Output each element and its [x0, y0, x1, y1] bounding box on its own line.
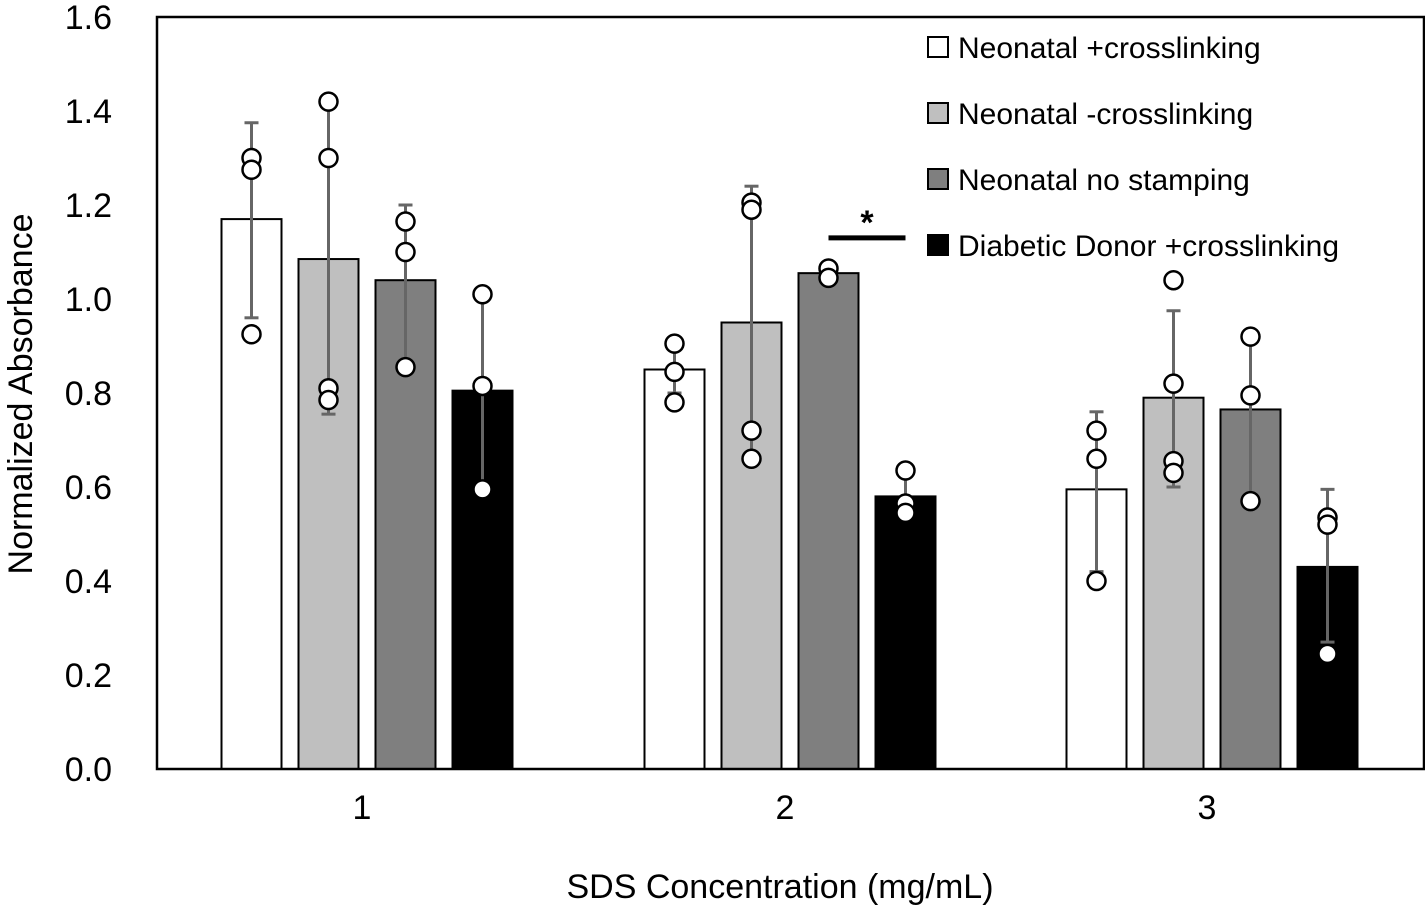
data-point-s0-c2-p1 [1086, 448, 1107, 470]
data-point-s0-c1-p2 [664, 392, 685, 413]
data-point-s2-c2-p2 [1240, 490, 1261, 512]
y-tick-label: 1.6 [65, 0, 112, 37]
data-point-s2-c0-p0 [395, 211, 416, 232]
data-point-s1-c0-p0 [318, 91, 339, 112]
bar-s2-c1 [797, 272, 860, 770]
y-tick-label: 0.2 [65, 657, 112, 695]
x-tick-label: 1 [353, 789, 372, 827]
data-point-s1-c0-p3 [318, 389, 339, 411]
legend-label: Neonatal no stamping [958, 164, 1250, 197]
bar-s3-c1 [874, 495, 937, 770]
plot-frame-layer [155, 15, 1425, 771]
data-point-s3-c2-p2 [1317, 643, 1338, 665]
data-point-s2-c0-p1 [395, 241, 416, 263]
data-point-s2-c1-p1 [818, 267, 839, 289]
y-axis-ticks: 0.0 0.2 0.4 0.6 0.8 1.0 1.2 1.4 1.6 [65, 0, 112, 789]
data-point-s1-c2-p3 [1163, 462, 1184, 484]
bar-s0-c1 [643, 368, 706, 770]
data-point-s3-c1-p2 [895, 502, 916, 524]
y-tick-label: 1.2 [65, 187, 112, 225]
bars-layer [220, 218, 1359, 771]
data-point-s2-c2-p1 [1240, 385, 1261, 406]
data-point-s0-c2-p0 [1086, 420, 1107, 441]
legend-label: Diabetic Donor +crosslinking [958, 230, 1339, 263]
data-point-s1-c1-p2 [741, 420, 762, 441]
y-tick-label: 1.0 [65, 281, 112, 319]
data-point-s1-c2-p1 [1163, 373, 1184, 394]
y-tick-label: 0.4 [65, 563, 112, 601]
x-axis-ticks: 1 2 3 [353, 789, 1217, 827]
bar-s1-c1 [720, 321, 783, 770]
data-point-s1-c1-p1 [741, 199, 762, 220]
legend-swatch [927, 168, 949, 190]
data-point-s0-c0-p1 [241, 159, 262, 180]
legend-swatch [927, 102, 949, 124]
legend-label: Neonatal +crosslinking [958, 32, 1261, 65]
data-point-s0-c1-p1 [664, 361, 685, 383]
y-tick-label: 0.0 [65, 751, 112, 789]
plot-frame [155, 15, 1425, 771]
y-axis-title: Normalized Absorbance [2, 214, 40, 575]
points-layer [241, 91, 1338, 665]
data-point-s2-c0-p2 [395, 356, 416, 378]
data-point-s0-c2-p2 [1086, 570, 1107, 592]
x-tick-label: 2 [776, 789, 795, 827]
annotations-layer: * [828, 204, 906, 242]
legend-label: Neonatal -crosslinking [958, 98, 1253, 131]
x-tick-label: 3 [1198, 789, 1217, 827]
data-point-s3-c0-p1 [472, 375, 493, 397]
y-tick-label: 0.6 [65, 469, 112, 507]
legend: Neonatal +crosslinking Neonatal -crosslin… [927, 32, 1339, 263]
data-point-s3-c2-p1 [1317, 514, 1338, 535]
y-tick-label: 0.8 [65, 375, 112, 413]
legend-swatch [927, 36, 949, 58]
x-axis-title: SDS Concentration (mg/mL) [566, 868, 993, 906]
data-point-s1-c2-p0 [1163, 269, 1184, 291]
data-point-s1-c1-p3 [741, 448, 762, 470]
data-point-s3-c0-p0 [472, 284, 493, 305]
y-tick-label: 1.4 [65, 93, 112, 131]
data-point-s3-c0-p2 [472, 479, 493, 500]
data-point-s0-c1-p0 [664, 333, 685, 354]
significance-label: * [860, 204, 874, 242]
data-point-s2-c2-p0 [1240, 326, 1261, 347]
data-point-s0-c0-p2 [241, 324, 262, 345]
legend-swatch [927, 234, 949, 256]
data-point-s1-c0-p1 [318, 147, 339, 169]
data-point-s3-c1-p0 [895, 460, 916, 481]
